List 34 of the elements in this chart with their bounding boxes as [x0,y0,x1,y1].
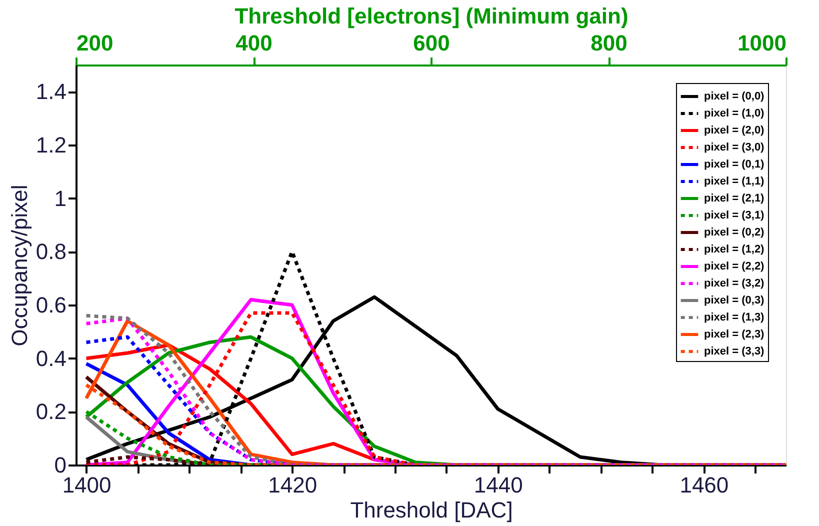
legend-label: pixel = (0,3) [704,294,765,306]
legend-label: pixel = (3,2) [704,278,765,290]
legend-label: pixel = (3,3) [704,346,765,358]
x2-tick-label: 600 [413,30,450,56]
y-tick-label: 0.4 [36,346,66,371]
legend-label: pixel = (3,1) [704,210,765,222]
x2-tick-label: 800 [590,30,628,56]
legend-label: pixel = (2,3) [704,328,765,340]
y-tick-label: 1.2 [36,132,66,158]
x-tick-label: 1420 [268,472,318,498]
legend-label: pixel = (2,0) [704,124,765,136]
y-tick-label: 0.6 [36,292,66,318]
y-tick-label: 0.8 [36,239,66,264]
y-tick-label: 0.2 [36,399,66,424]
legend-label: pixel = (1,2) [704,244,765,256]
legend-label: pixel = (0,1) [704,158,765,170]
y-axis-title: Occupancy/pixel [6,184,32,346]
x-tick-label: 1460 [680,472,729,498]
x-tick-label: 1440 [474,472,523,498]
legend-label: pixel = (1,3) [704,312,765,324]
legend-label: pixel = (3,0) [704,142,765,154]
y-tick-label: 1.4 [36,79,66,104]
legend-label: pixel = (1,1) [704,176,765,188]
legend-label: pixel = (2,1) [704,192,765,204]
legend-label: pixel = (0,0) [704,90,765,102]
x2-tick-label: 400 [236,30,272,56]
legend-label: pixel = (2,2) [704,260,765,272]
x-axis-title: Threshold [DAC] [350,498,513,522]
y-tick-label: 1 [54,186,66,211]
x2-tick-label: 1000 [738,30,786,56]
x2-tick-label: 200 [76,30,114,56]
legend-label: pixel = (1,0) [704,108,765,120]
legend-label: pixel = (0,2) [704,226,765,238]
x2-axis-title: Threshold [electrons] (Minimum gain) [234,4,628,28]
